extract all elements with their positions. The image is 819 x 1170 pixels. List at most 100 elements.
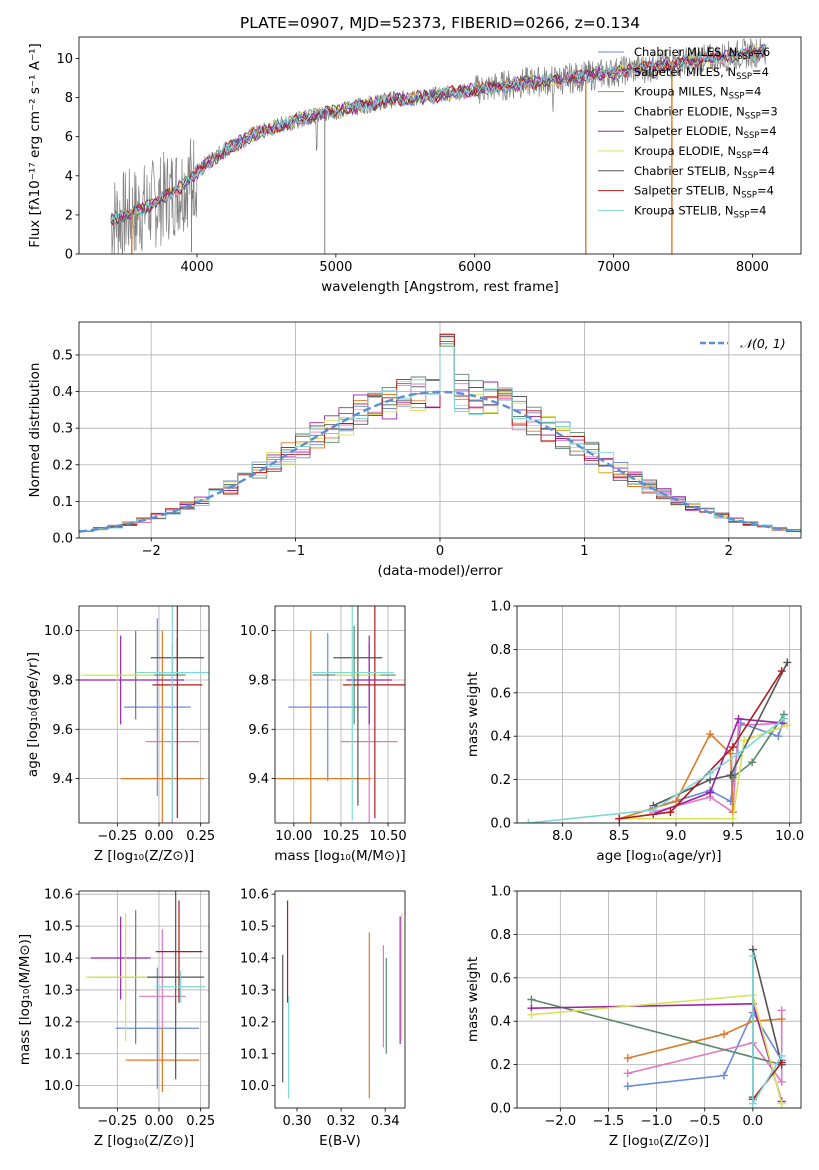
mass-weight-line	[652, 662, 789, 807]
x-tick-label: 2	[725, 544, 733, 559]
y-axis-label: age [log₁₀(age/yr)]	[25, 652, 41, 777]
plot-area	[79, 322, 801, 539]
y-tick-label: 9.4	[52, 772, 73, 787]
data-layer	[524, 658, 792, 823]
data-point-marker	[748, 952, 757, 961]
legend-nssp: 4	[767, 184, 774, 198]
data-point-marker	[706, 769, 715, 778]
axis-ticks: −2.0 −1.5 −1.0 −0.5 0.0 0.0 0.2 0.4 0.6 0.8 1.0	[490, 885, 763, 1130]
legend-entry: Kroupa ELODIE, NSSP=4	[634, 144, 769, 161]
x-tick-label: 0.30	[283, 1114, 312, 1129]
mass-weight-line	[528, 718, 785, 823]
grid-lines	[517, 890, 801, 1109]
data-point-marker	[623, 1069, 632, 1078]
model-fit-line	[110, 47, 767, 226]
grid-lines	[79, 606, 209, 823]
data-point-marker	[719, 1071, 728, 1080]
y-tick-label: 0	[65, 248, 73, 263]
x-tick-label: 8000	[736, 260, 769, 275]
x-axis-label: Z [log₁₀(Z/Z⊙)]	[94, 848, 194, 864]
x-tick-label: 0.34	[371, 1114, 400, 1129]
legend-entry: Chabrier MILES, NSSP=6	[634, 45, 770, 62]
legend-entry: Salpeter MILES, NSSP=4	[634, 65, 769, 82]
y-tick-label: 0.2	[490, 1058, 511, 1073]
data-layer	[79, 333, 801, 533]
y-tick-label: 0.6	[490, 971, 511, 986]
y-tick-label: 2	[65, 208, 73, 223]
y-tick-label: 0.0	[490, 817, 511, 832]
x-tick-label: 10.00	[275, 829, 312, 844]
legend-entry: 𝒩(0, 1)	[740, 336, 786, 351]
x-tick-label: −1.0	[641, 1114, 673, 1129]
y-tick-label: 9.8	[52, 673, 73, 688]
plot-area	[79, 891, 209, 1108]
x-axis-label: Z [log₁₀(Z/Z⊙)]	[94, 1133, 194, 1149]
x-tick-label: −1.5	[593, 1114, 625, 1129]
y-tick-label: 0.4	[490, 730, 511, 745]
y-tick-label: 9.6	[248, 723, 269, 738]
x-tick-label: 9.0	[666, 829, 687, 844]
data-point-marker	[774, 732, 783, 741]
x-tick-label: 8.5	[609, 829, 630, 844]
x-tick-label: −1	[286, 544, 305, 559]
y-tick-label: 0.4	[490, 1015, 511, 1030]
x-tick-label: 0.25	[186, 829, 215, 844]
x-tick-label: −0.25	[97, 829, 137, 844]
legend-entry: Chabrier ELODIE, NSSP=3	[634, 104, 778, 121]
y-tick-label: 6	[65, 130, 73, 145]
y-tick-label: 10.1	[44, 1047, 73, 1062]
y-tick-label: 10.3	[44, 983, 73, 998]
y-tick-label: 10.5	[44, 920, 73, 935]
legend-nssp: 4	[769, 124, 776, 138]
data-point-marker	[672, 797, 681, 806]
data-point-marker	[719, 1030, 728, 1039]
data-point-marker	[748, 1099, 757, 1108]
x-tick-label: −0.25	[97, 1114, 137, 1129]
axes-frame	[516, 890, 802, 1109]
x-tick-label: −2	[142, 544, 161, 559]
data-point-marker	[779, 714, 788, 723]
axes-frame	[78, 890, 210, 1109]
x-tick-label: −2.0	[545, 1114, 577, 1129]
y-axis-label: mass [log₁₀(M/M⊙)]	[17, 934, 33, 1065]
legend-model-name: Salpeter ELODIE	[634, 124, 728, 138]
x-tick-label: 4000	[180, 260, 213, 275]
y-tick-label: 4	[65, 169, 73, 184]
legend-nssp: 4	[759, 203, 766, 217]
legend-nssp: 4	[762, 65, 769, 79]
y-axis-label: mass weight	[465, 957, 481, 1042]
data-point-marker	[740, 736, 749, 745]
y-tick-label: 10.6	[240, 888, 269, 903]
grid-lines	[517, 605, 801, 824]
legend-nssp: 4	[768, 164, 775, 178]
y-tick-label: 10.3	[240, 983, 269, 998]
residual-histogram-panel: −2 −1 0 1 2 0.0 0.1 0.2 0.3 0.4 0.5 (data-model)/er…	[27, 321, 802, 579]
axis-ticks: 0.30 0.32 0.34 10.0 10.1 10.2 10.3 10.4 10.5 10.6	[240, 888, 400, 1129]
x-axis-label: (data-model)/error	[377, 563, 503, 579]
data-point-marker	[783, 658, 792, 667]
data-point-marker	[734, 714, 743, 723]
x-tick-label: 0	[436, 544, 444, 559]
plot-area	[517, 890, 801, 1109]
histogram-step-line	[79, 346, 801, 532]
mass-vs-ebv-panel: 0.30 0.32 0.34 10.0 10.1 10.2 10.3 10.4 10.5 10.6…	[240, 888, 406, 1149]
plot-area	[517, 605, 801, 824]
x-tick-label: 10.50	[369, 829, 406, 844]
histogram-legend: 𝒩(0, 1)	[700, 336, 786, 351]
axis-ticks: 10.00 10.25 10.50 9.4 9.6 9.8 10.0	[240, 624, 407, 844]
y-tick-label: 0.0	[52, 532, 73, 547]
data-point-marker	[777, 1006, 786, 1015]
x-tick-label: 10.0	[775, 829, 804, 844]
y-tick-label: 10.2	[240, 1015, 269, 1030]
data-point-marker	[623, 1054, 632, 1063]
y-tick-label: 10.1	[240, 1047, 269, 1062]
y-tick-label: 9.6	[52, 723, 73, 738]
y-tick-label: 0.8	[490, 643, 511, 658]
x-axis-label: Z [log₁₀(Z/Z⊙)]	[609, 1133, 709, 1149]
x-tick-label: 0.25	[186, 1114, 215, 1129]
axis-ticks: −2 −1 0 1 2 0.0 0.1 0.2 0.3 0.4 0.5	[52, 348, 733, 559]
axes-frame	[78, 605, 210, 824]
legend-entry: Kroupa STELIB, NSSP=4	[634, 203, 766, 220]
x-tick-label: 6000	[458, 260, 491, 275]
mass-weight-line	[627, 1010, 783, 1085]
